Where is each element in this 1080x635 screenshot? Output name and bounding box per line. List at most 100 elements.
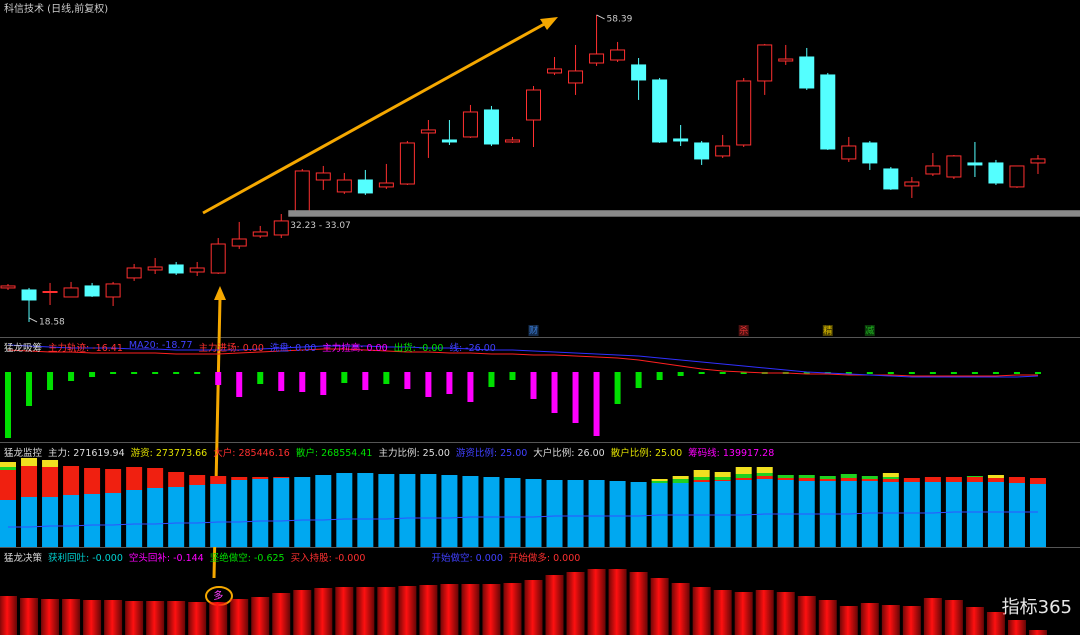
indicator-label: 猛龙监控: [4, 448, 43, 459]
signal-text: 财: [529, 325, 538, 337]
candle-body: [862, 142, 878, 164]
bar-segment: [903, 478, 920, 482]
bar-segment: [966, 476, 983, 477]
indicator-label: 线: -26.00: [449, 343, 496, 354]
indicator-label: 空头回补: -0.144: [128, 553, 204, 564]
bar-segment: [252, 477, 269, 479]
bar-segment: [21, 466, 38, 497]
bar-segment: [462, 476, 479, 547]
bar-segment: [273, 477, 290, 478]
bar: [194, 372, 201, 374]
bar: [923, 598, 942, 635]
bar: [902, 606, 921, 635]
bar: [83, 600, 102, 635]
candle-body: [252, 231, 268, 237]
candle-body: [0, 285, 16, 289]
bar: [587, 569, 606, 635]
bar: [881, 605, 900, 635]
chart-title: 科信技术 (日线,前复权): [4, 4, 109, 15]
bar: [671, 583, 690, 635]
candle-body: [441, 139, 457, 143]
bar-segment: [882, 473, 899, 477]
bar-segment: [504, 478, 521, 547]
candle-body: [694, 142, 710, 160]
bar: [467, 372, 474, 402]
bar: [251, 597, 270, 635]
bar: [314, 588, 333, 635]
candle-body: [547, 68, 563, 74]
bar: [929, 372, 936, 374]
indicator-label: 大户: 285446.16: [213, 448, 290, 459]
bar-segment: [0, 470, 16, 500]
bar-segment: [672, 479, 689, 483]
bar-segment: [567, 480, 584, 547]
bar-segment: [966, 477, 983, 482]
gap-band: [288, 210, 1080, 217]
bar: [971, 372, 978, 374]
candle-body: [610, 49, 626, 61]
bar: [104, 600, 123, 635]
bar-segment: [945, 482, 962, 547]
bar-segment: [861, 479, 878, 481]
candle-body: [42, 291, 58, 294]
bar-segment: [903, 482, 920, 547]
bar-segment: [714, 481, 731, 547]
indicator-label: 猛龙决策: [4, 553, 43, 564]
candle-body: [210, 243, 226, 274]
signal-badge: [822, 325, 833, 336]
bar-segment: [546, 480, 563, 547]
bar-segment: [651, 481, 668, 483]
bar-segment: [84, 494, 101, 547]
bar-segment: [861, 476, 878, 479]
bar-segment: [63, 495, 80, 547]
bar-segment: [63, 466, 80, 495]
candle-body: [294, 170, 310, 212]
bar-segment: [84, 468, 101, 494]
candle-body: [841, 145, 857, 160]
signal-badge: [528, 325, 539, 336]
candle-body: [105, 283, 121, 298]
bar-segment: [987, 482, 1004, 547]
candle-body: [378, 182, 394, 188]
bar: [908, 372, 915, 374]
bar-segment: [147, 488, 164, 547]
indicator-label: 游资: 273773.66: [130, 448, 208, 459]
bar-segment: [210, 484, 227, 547]
bar: [803, 372, 810, 374]
bar: [488, 372, 495, 387]
bar-segment: [0, 462, 16, 467]
bar: [965, 607, 984, 635]
indicator-label: 主力比例: 25.00: [378, 448, 450, 459]
bar-segment: [252, 479, 269, 547]
candle-body: [420, 129, 436, 134]
bar: [797, 596, 816, 635]
candle-body: [925, 165, 941, 175]
bar: [692, 587, 711, 635]
bar: [713, 590, 732, 635]
bar: [152, 372, 159, 374]
bar: [656, 372, 663, 380]
bar: [566, 572, 585, 635]
bar-segment: [168, 487, 185, 547]
bar: [0, 596, 17, 635]
bar: [320, 372, 327, 395]
indicator-label: 猛龙吸筹: [4, 343, 43, 354]
candle-body: [126, 267, 142, 279]
bar-segment: [0, 500, 16, 547]
indicator-label: 洗盘: 0.00: [269, 343, 317, 354]
bar: [209, 602, 228, 635]
bar: [425, 372, 432, 397]
bar: [272, 593, 291, 635]
signal-text: 减: [865, 325, 874, 337]
signal-text: 多: [213, 589, 223, 602]
bar-segment: [1008, 477, 1025, 483]
bar: [860, 603, 879, 635]
bar-segment: [357, 473, 374, 547]
bar-segment: [924, 482, 941, 547]
bar: [950, 372, 957, 374]
bar-segment: [126, 490, 143, 547]
bar-segment: [105, 493, 122, 547]
bar: [818, 600, 837, 635]
bar-segment: [651, 479, 668, 481]
